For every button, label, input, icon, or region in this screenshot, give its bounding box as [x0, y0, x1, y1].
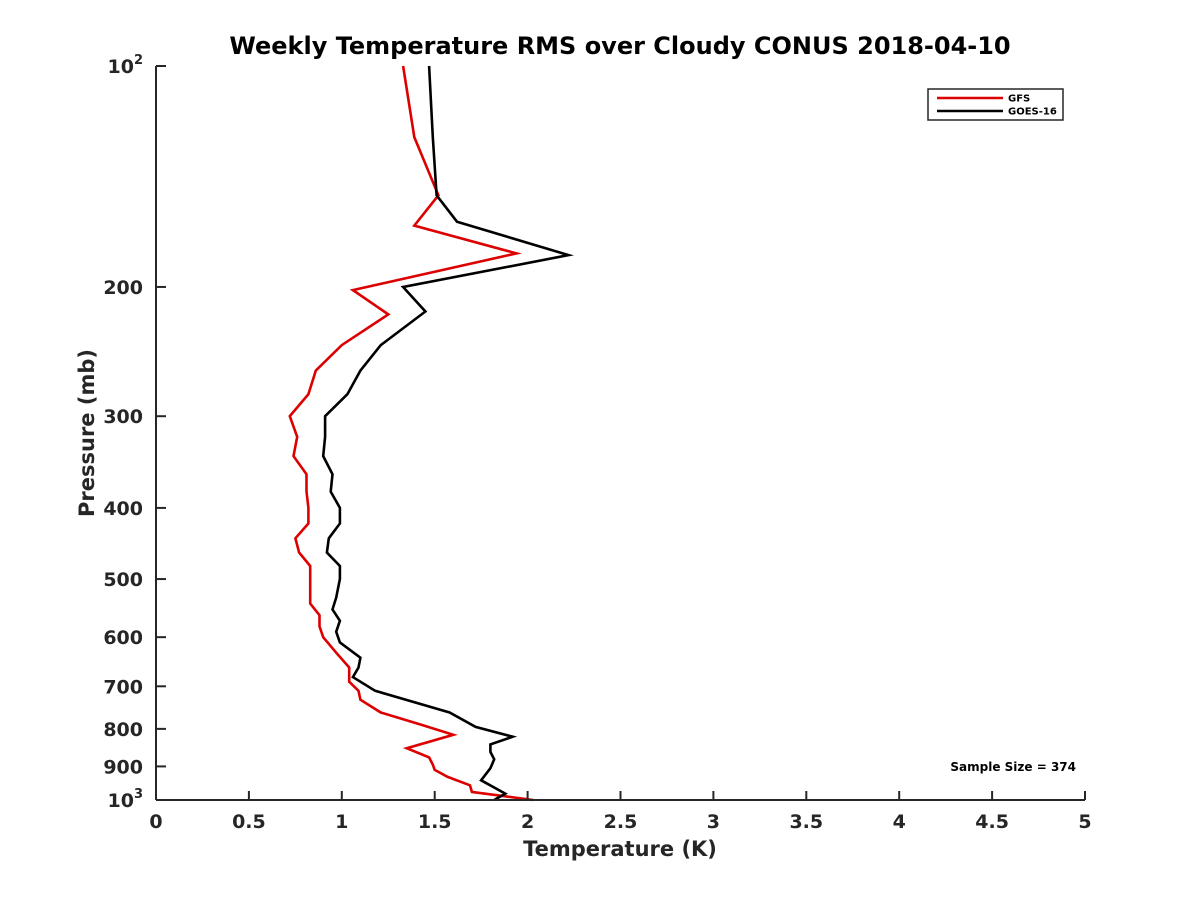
x-tick-label: 2.5 — [604, 811, 638, 833]
chart-title: Weekly Temperature RMS over Cloudy CONUS… — [229, 32, 1010, 60]
y-tick-label-exponent: 3 — [134, 787, 143, 802]
y-tick-label-base: 10 — [108, 56, 134, 78]
y-tick-label: 800 — [103, 719, 143, 741]
series-layer — [288, 65, 574, 802]
x-tick-label: 0.5 — [232, 811, 266, 833]
legend: GFS GOES-16 — [927, 88, 1064, 121]
y-tick-label: 102 — [108, 53, 144, 78]
x-tick-label: 0 — [149, 811, 162, 833]
y-tick-label: 700 — [103, 676, 143, 698]
y-tick-label: 400 — [103, 498, 143, 520]
sample-size-annotation: Sample Size = 374 — [950, 760, 1076, 774]
x-tick-label: 4.5 — [975, 811, 1009, 833]
x-tick-label: 1.5 — [418, 811, 452, 833]
x-tick-label: 1 — [335, 811, 348, 833]
y-tick-label: 103 — [108, 787, 144, 812]
x-tick-label: 2 — [521, 811, 534, 833]
y-tick-label: 300 — [103, 406, 143, 428]
legend-box — [927, 88, 1064, 121]
series-line-gfs — [288, 65, 534, 802]
x-tick-label: 3.5 — [789, 811, 823, 833]
series-line-goes16 — [321, 65, 574, 802]
legend-label-goes16: GOES-16 — [1008, 107, 1057, 118]
x-ticks: 0 0.5 1 1.5 2 2.5 3 3.5 4 4.5 5 — [149, 791, 1092, 833]
y-axis-label: Pressure (mb) — [75, 349, 99, 517]
y-tick-label-base: 10 — [108, 790, 134, 812]
y-tick-label-exponent: 2 — [134, 53, 143, 68]
y-tick-label: 900 — [103, 756, 143, 778]
x-tick-label: 3 — [707, 811, 720, 833]
legend-label-gfs: GFS — [1008, 94, 1030, 105]
y-tick-label: 200 — [103, 277, 143, 299]
y-tick-label: 600 — [103, 627, 143, 649]
y-tick-label: 500 — [103, 569, 143, 591]
x-axis-label: Temperature (K) — [523, 837, 717, 861]
x-tick-label: 4 — [893, 811, 906, 833]
x-tick-label: 5 — [1078, 811, 1091, 833]
